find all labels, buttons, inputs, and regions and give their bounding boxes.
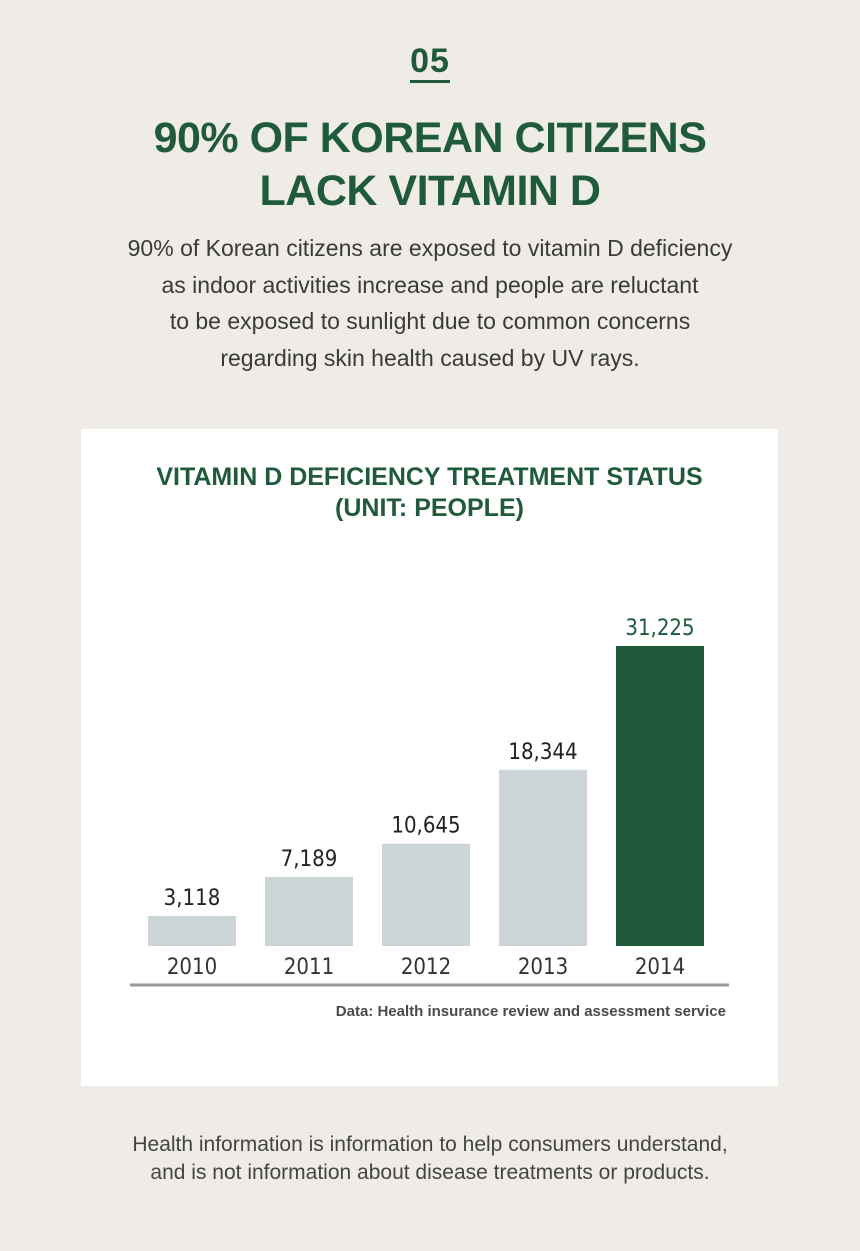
bar-chart: 3,118 2010 7,189 2011 10,645 2012 18,344 2013 31… (130, 616, 729, 987)
section-number: 05 (0, 42, 860, 83)
intro-line-3: to be exposed to sunlight due to common … (169, 308, 691, 334)
section-number-text: 05 (410, 42, 450, 83)
value-label-2010: 3,118 (164, 886, 221, 911)
intro-line-1: 90% of Korean citizens are exposed to vi… (127, 235, 733, 261)
bar-2014 (616, 646, 704, 946)
disclaimer-line-2: and is not information about disease tre… (150, 1161, 710, 1184)
category-label-2010: 2010 (167, 955, 217, 980)
chart-title-line-1: VITAMIN D DEFICIENCY TREATMENT STATUS (156, 463, 703, 491)
intro-line-4: regarding skin health caused by UV rays. (220, 344, 640, 371)
chart-source: Data: Health insurance review and assess… (335, 1003, 726, 1020)
bar-2011 (265, 876, 353, 946)
intro-paragraph: 90% of Korean citizens are exposed to vi… (60, 230, 800, 376)
headline-line-2: LACK VITAMIN D (259, 167, 601, 215)
category-label-2011: 2011 (284, 955, 334, 980)
value-label-2011: 7,189 (281, 847, 338, 872)
bar-2012 (382, 843, 470, 946)
chart-title: VITAMIN D DEFICIENCY TREATMENT STATUS (U… (81, 462, 778, 524)
category-label-2013: 2013 (518, 955, 568, 980)
intro-line-2: as indoor activities increase and people… (161, 271, 699, 298)
chart-title-line-2: (UNIT: PEOPLE) (335, 494, 524, 522)
headline-line-1: 90% OF KOREAN CITIZENS (153, 114, 707, 162)
disclaimer: Health information is information to hel… (40, 1131, 820, 1187)
category-label-2014: 2014 (635, 955, 685, 980)
bar-2013 (499, 769, 587, 946)
value-label-2013: 18,344 (508, 740, 577, 765)
disclaimer-line-1: Health information is information to hel… (132, 1133, 728, 1156)
value-label-2012: 10,645 (391, 814, 460, 839)
bar-2010 (148, 916, 236, 946)
headline: 90% OF KOREAN CITIZENS LACK VITAMIN D (0, 112, 860, 218)
value-label-2014: 31,225 (625, 616, 694, 641)
category-label-2012: 2012 (401, 955, 451, 980)
